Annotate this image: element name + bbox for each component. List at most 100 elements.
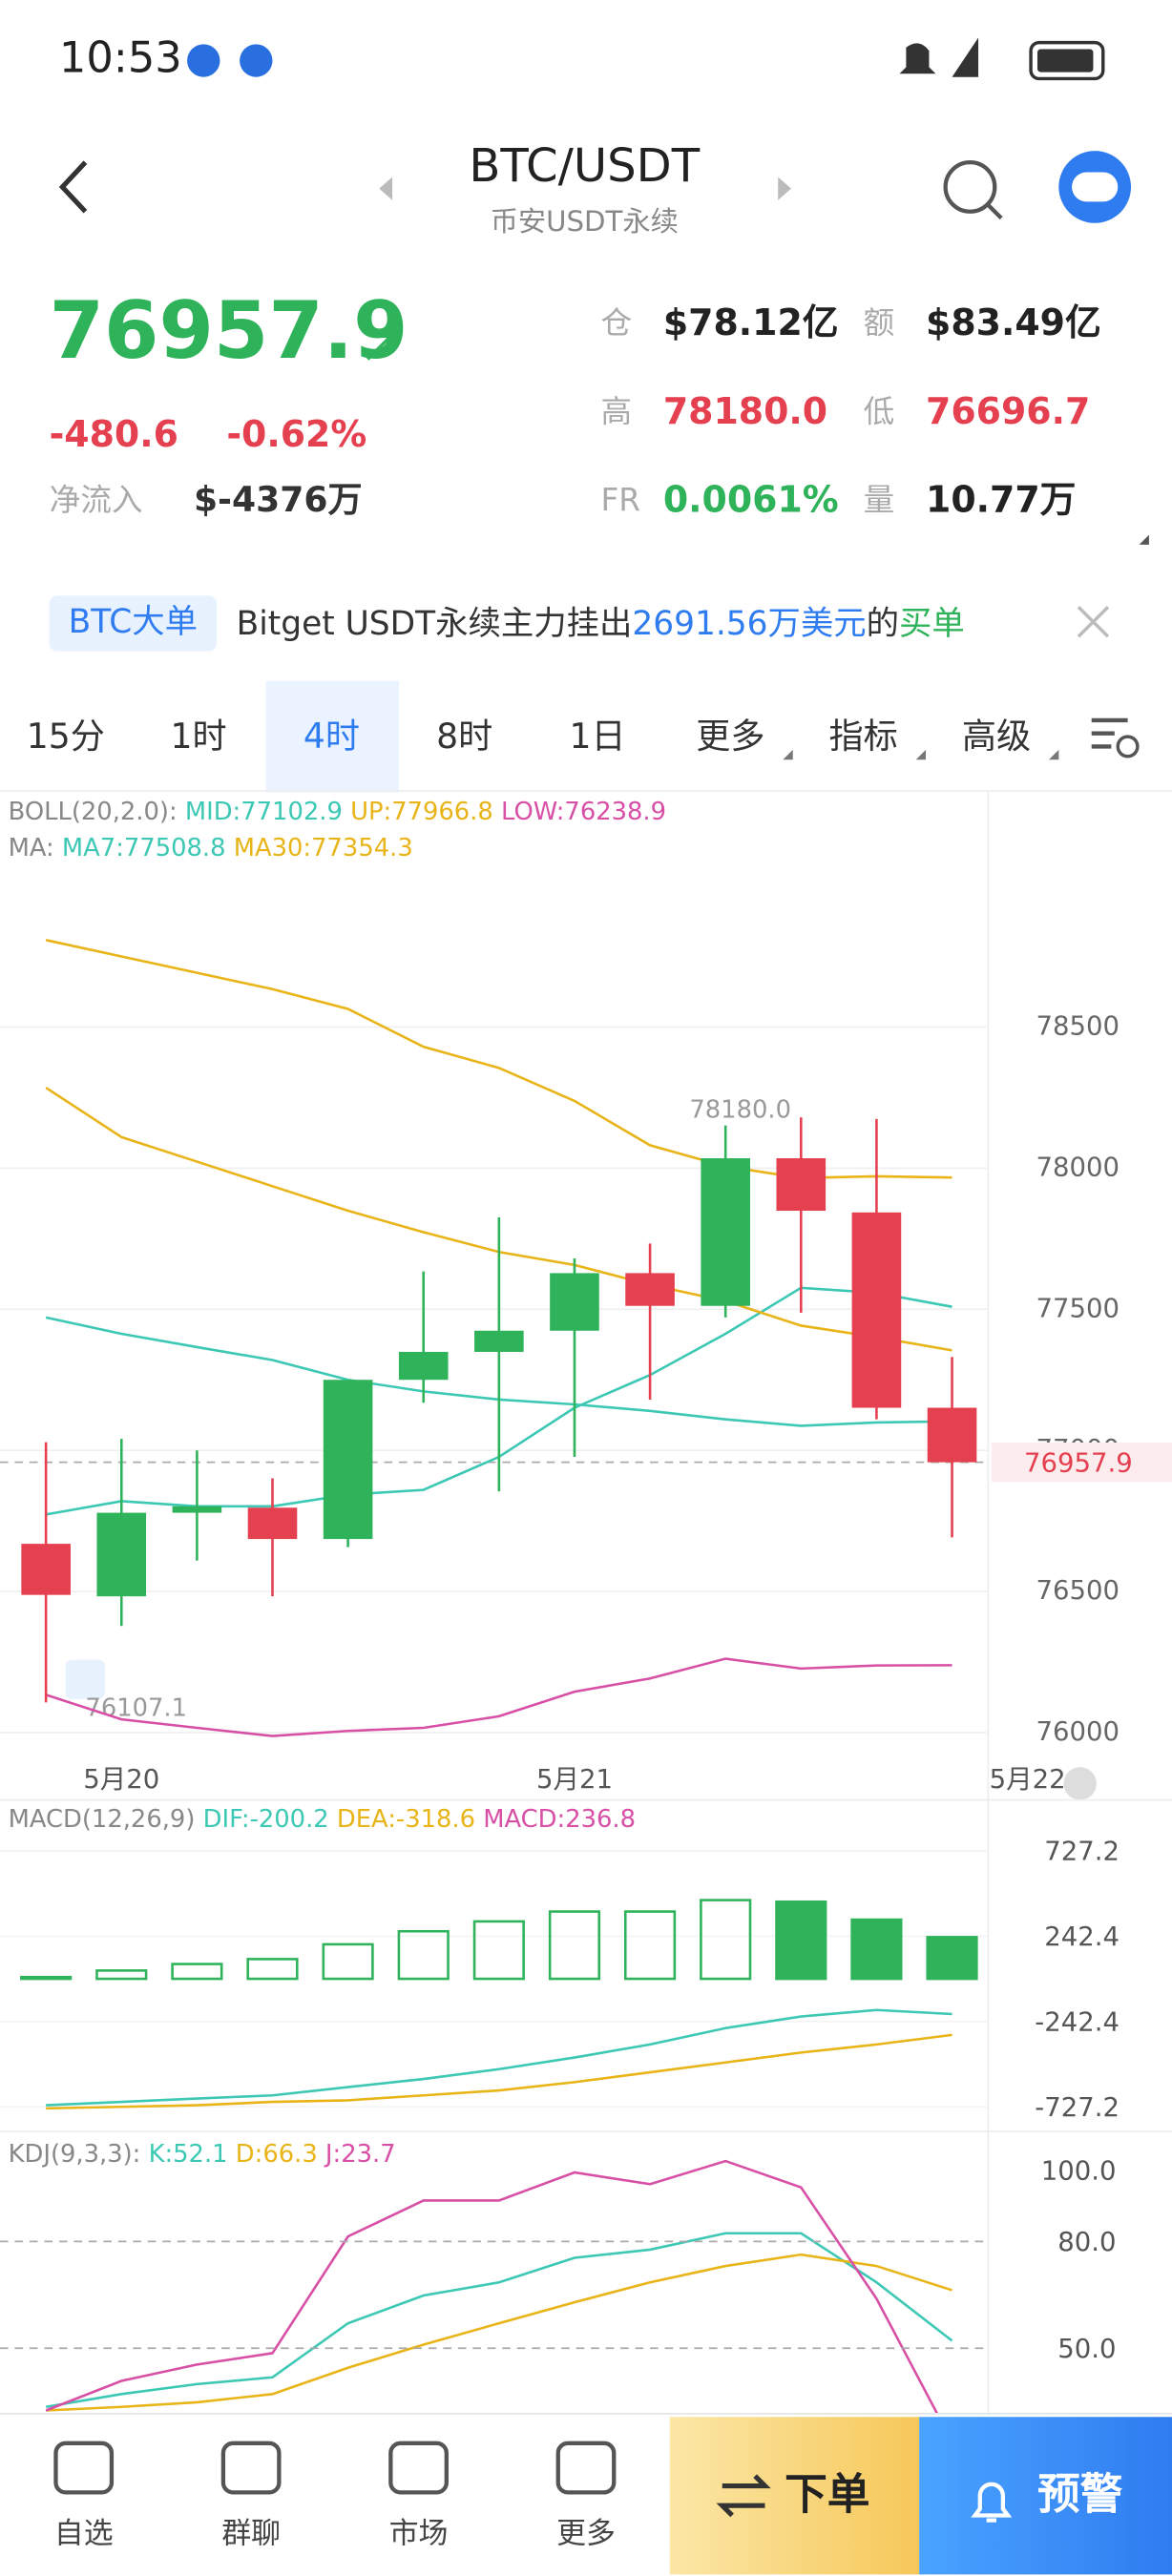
high-label: 78180.0 [689,1096,791,1125]
y-tick-label: 727.2 [1044,1837,1120,1867]
nav-label[interactable]: 市场 [389,2517,449,2551]
candle-body [550,1273,599,1331]
stat-value: 0.0061% [663,479,839,521]
legend-gap [493,798,501,826]
macd-bar [926,1936,978,1981]
nav-icon[interactable] [220,2441,282,2495]
stat-value: 10.77万 [926,479,1076,521]
legend-value: 77966.8 [391,798,493,826]
stat-value: 78180.0 [663,390,827,432]
legend-name: MA7: [62,834,124,862]
indicator-line [46,2008,952,2107]
banner-tag-bg [49,595,218,652]
macd-bar [246,1958,299,1981]
order-label: 下单 [785,2469,869,2520]
next-pair[interactable] [778,177,791,200]
legend-name: J: [324,2140,341,2169]
order-icon [716,2474,771,2518]
back-button[interactable] [58,160,88,214]
tab[interactable]: 更多 [696,716,764,757]
tab[interactable]: 4时 [303,716,360,757]
last-price-tag [991,1443,1172,1483]
nav-icon[interactable] [53,2441,115,2495]
y-tick-label: 100.0 [1041,2155,1117,2186]
settings-icon[interactable] [1091,717,1128,749]
legend-value: 66.3 [262,2140,317,2169]
pair-subtitle: 币安USDT永续 [491,205,679,238]
price-change: -480.6 [50,413,178,455]
search-button[interactable] [943,160,997,214]
nav-icon[interactable] [388,2441,449,2495]
up-arrow [366,334,393,361]
legend-title: MACD(12,26,9) [9,1805,196,1834]
low-icon [65,1659,106,1699]
tab[interactable]: 8时 [436,716,492,757]
stat-label: FR [600,482,639,518]
alert-button[interactable] [919,2417,1172,2575]
y-tick-label: 78000 [1036,1152,1119,1182]
legend-title: BOLL(20,2.0): [9,798,178,826]
banner-lead: Bitget USDT永续主力挂出 [237,605,633,643]
mute-icon [899,43,936,74]
nav-icon[interactable] [555,2441,617,2495]
macd-bar [472,1920,525,1981]
y-tick-label: 50.0 [1057,2334,1116,2364]
legend-gap [343,798,350,826]
legend-title: KDJ(9,3,3): [9,2140,141,2169]
legend-name: D: [236,2140,263,2169]
y-tick-label: 76000 [1036,1716,1119,1747]
tab[interactable]: 15分 [27,716,105,757]
status-icon [187,44,220,77]
kdj-panel [45,2159,953,2414]
y-tick-label: 76500 [1036,1575,1119,1606]
legend-name: DIF: [203,1805,250,1834]
banner-text[interactable]: Bitget USDT永续主力挂出2691.56万美元的买单 [237,605,965,643]
search-handle [986,203,1003,220]
tab[interactable]: 高级 [962,716,1031,757]
y-tick-label: 242.4 [1044,1922,1120,1952]
legend-value: 77354.3 [311,834,413,862]
macd-bar [775,1900,827,1981]
boll-legend: BOLL(20,2.0): MID:77102.9 UP:77966.8 LOW… [9,798,666,826]
legend-value: 76238.9 [564,798,666,826]
macd-bar [20,1975,73,1981]
candle-body [21,1544,71,1595]
macd-legend: MACD(12,26,9) DIF:-200.2 DEA:-318.6 MACD… [9,1805,636,1834]
nav-label[interactable]: 群聊 [221,2517,281,2551]
tab[interactable]: 指标 [829,716,898,757]
order-button[interactable] [669,2417,920,2575]
price-change-pct: -0.62% [226,413,366,455]
x-tick-label: 5月20 [83,1764,159,1795]
legend-value: -318.6 [396,1805,475,1834]
candle-body [776,1158,827,1212]
indicator-line [45,2232,953,2409]
stat-label: 量 [864,482,895,518]
kdj-axis: 100.0 80.0 50.0 [0,2155,1117,2364]
legend-name: K: [149,2140,174,2169]
stat-label: 低 [864,393,895,429]
y-tick-label: 80.0 [1057,2227,1116,2257]
active-tab-bg [265,680,399,793]
prev-pair[interactable] [379,177,393,200]
tab[interactable]: 1时 [171,716,227,757]
legend-value: 77102.9 [241,798,343,826]
legend-gap [228,2140,236,2169]
corner-mark [1139,534,1149,545]
candle-body [96,1512,147,1597]
tab-caret [783,749,793,760]
low-label: 76107.1 [85,1694,187,1723]
legend-name: DEA: [337,1805,396,1834]
candle-body [701,1158,750,1306]
tab[interactable]: 1日 [569,716,625,757]
alert-icon [971,2482,1013,2523]
y-tick-label: -727.2 [1035,2092,1120,2123]
nav-label[interactable]: 自选 [54,2517,114,2551]
banner-close[interactable] [1077,606,1110,638]
macd-bar [850,1918,903,1981]
macd-bar [322,1942,374,1981]
status-icon [240,44,273,77]
last-price-value: 76957.9 [1024,1447,1133,1478]
reset-button[interactable] [1063,1767,1097,1800]
y-tick-label: 78500 [1036,1010,1119,1041]
nav-label[interactable]: 更多 [556,2517,616,2551]
